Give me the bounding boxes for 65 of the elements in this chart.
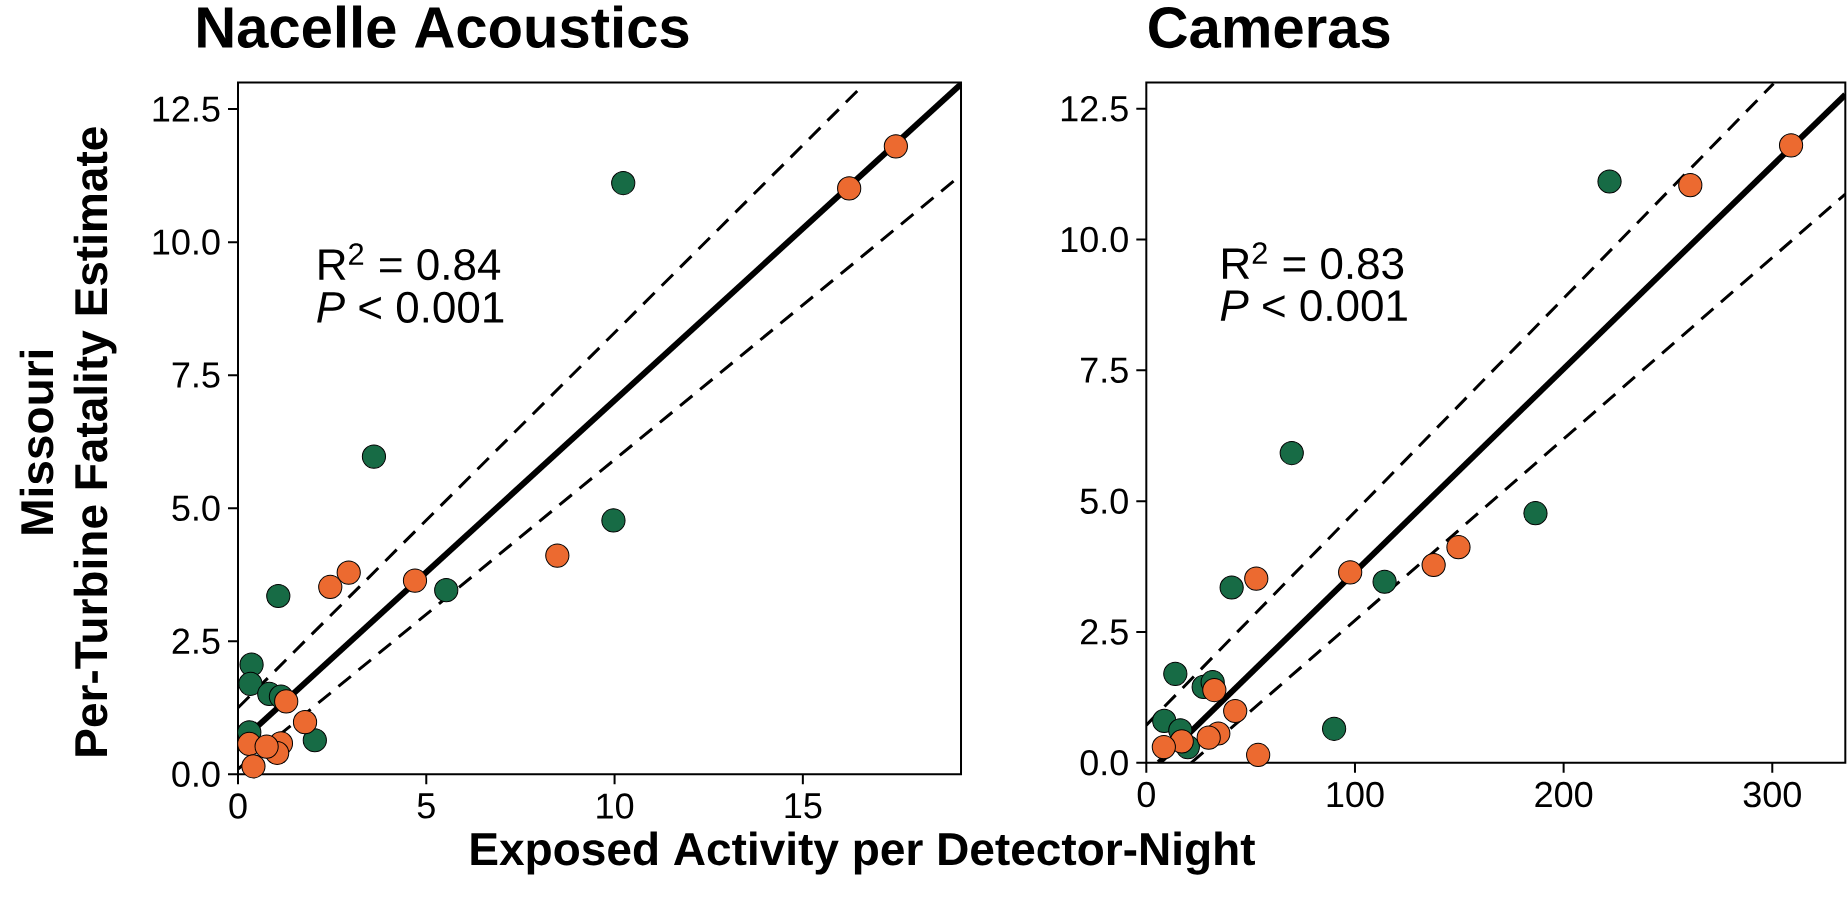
point	[274, 689, 299, 714]
point	[254, 734, 279, 759]
point	[1279, 440, 1304, 466]
x-axis-title: Exposed Activity per Detector-Night	[471, 831, 1255, 875]
x-tick-label: 0	[229, 793, 247, 819]
point	[292, 710, 318, 735]
point	[318, 574, 343, 600]
annotation: P < 0.001	[317, 291, 504, 323]
point	[1169, 729, 1194, 754]
point	[266, 583, 291, 609]
point	[1372, 569, 1397, 594]
y-tick-label: 10.0	[1061, 226, 1128, 253]
point	[1778, 133, 1804, 158]
point	[1421, 552, 1446, 578]
y-tick-label: 5.0	[1080, 488, 1128, 514]
point	[336, 560, 361, 585]
y-tick-label: 0.0	[1080, 750, 1128, 776]
point	[1244, 566, 1269, 591]
x-tick-label: 10	[597, 793, 634, 819]
point	[1196, 725, 1221, 750]
y-tick-label: 7.5	[1081, 357, 1128, 383]
point	[241, 754, 266, 779]
point	[1223, 698, 1248, 724]
point	[601, 508, 626, 533]
annotation: P < 0.001	[1220, 290, 1407, 322]
annotation: R$^{2}$ = 0.84	[319, 243, 501, 281]
y-tick-label: 2.5	[172, 628, 220, 654]
point	[1338, 560, 1363, 585]
point	[1202, 677, 1227, 703]
annotation: R$^{2}$ = 0.83	[1223, 242, 1404, 280]
point	[239, 652, 264, 677]
chart-title: Cameras	[1149, 7, 1390, 49]
point	[1678, 173, 1703, 198]
chart-title: Nacelle Acoustics	[198, 5, 689, 49]
x-tick-label: 300	[1743, 781, 1801, 808]
y-tick-label: 0.0	[172, 761, 220, 788]
point	[434, 578, 459, 603]
y-tick-label: 12.5	[153, 96, 220, 122]
y-tick-label: 5.0	[172, 495, 220, 521]
y-tick-label: 10.0	[153, 229, 220, 255]
x-tick-label: 15	[785, 793, 822, 819]
point	[361, 444, 387, 469]
y-tick-label: 2.5	[1081, 619, 1128, 645]
point	[545, 543, 570, 568]
x-tick-label: 5	[417, 793, 435, 819]
point	[1446, 535, 1471, 560]
point	[238, 671, 263, 696]
x-tick-label: 200	[1535, 781, 1593, 808]
y-tick-label: 7.5	[172, 362, 220, 388]
point	[1163, 661, 1188, 686]
y-axis-title: Missouri Per-Turbine Fatality Estimate	[19, 127, 117, 756]
point	[1219, 575, 1244, 600]
point	[1597, 169, 1622, 194]
point	[837, 176, 862, 201]
x-tick-label: 0	[1137, 781, 1155, 808]
point	[1322, 716, 1347, 741]
point	[883, 134, 908, 159]
point	[1523, 501, 1548, 526]
x-tick-label: 100	[1327, 781, 1384, 808]
y-tick-label: 12.5	[1061, 95, 1128, 122]
point	[1246, 742, 1271, 768]
point	[611, 170, 636, 196]
point	[402, 568, 428, 593]
point	[1151, 734, 1176, 760]
point	[302, 728, 327, 753]
